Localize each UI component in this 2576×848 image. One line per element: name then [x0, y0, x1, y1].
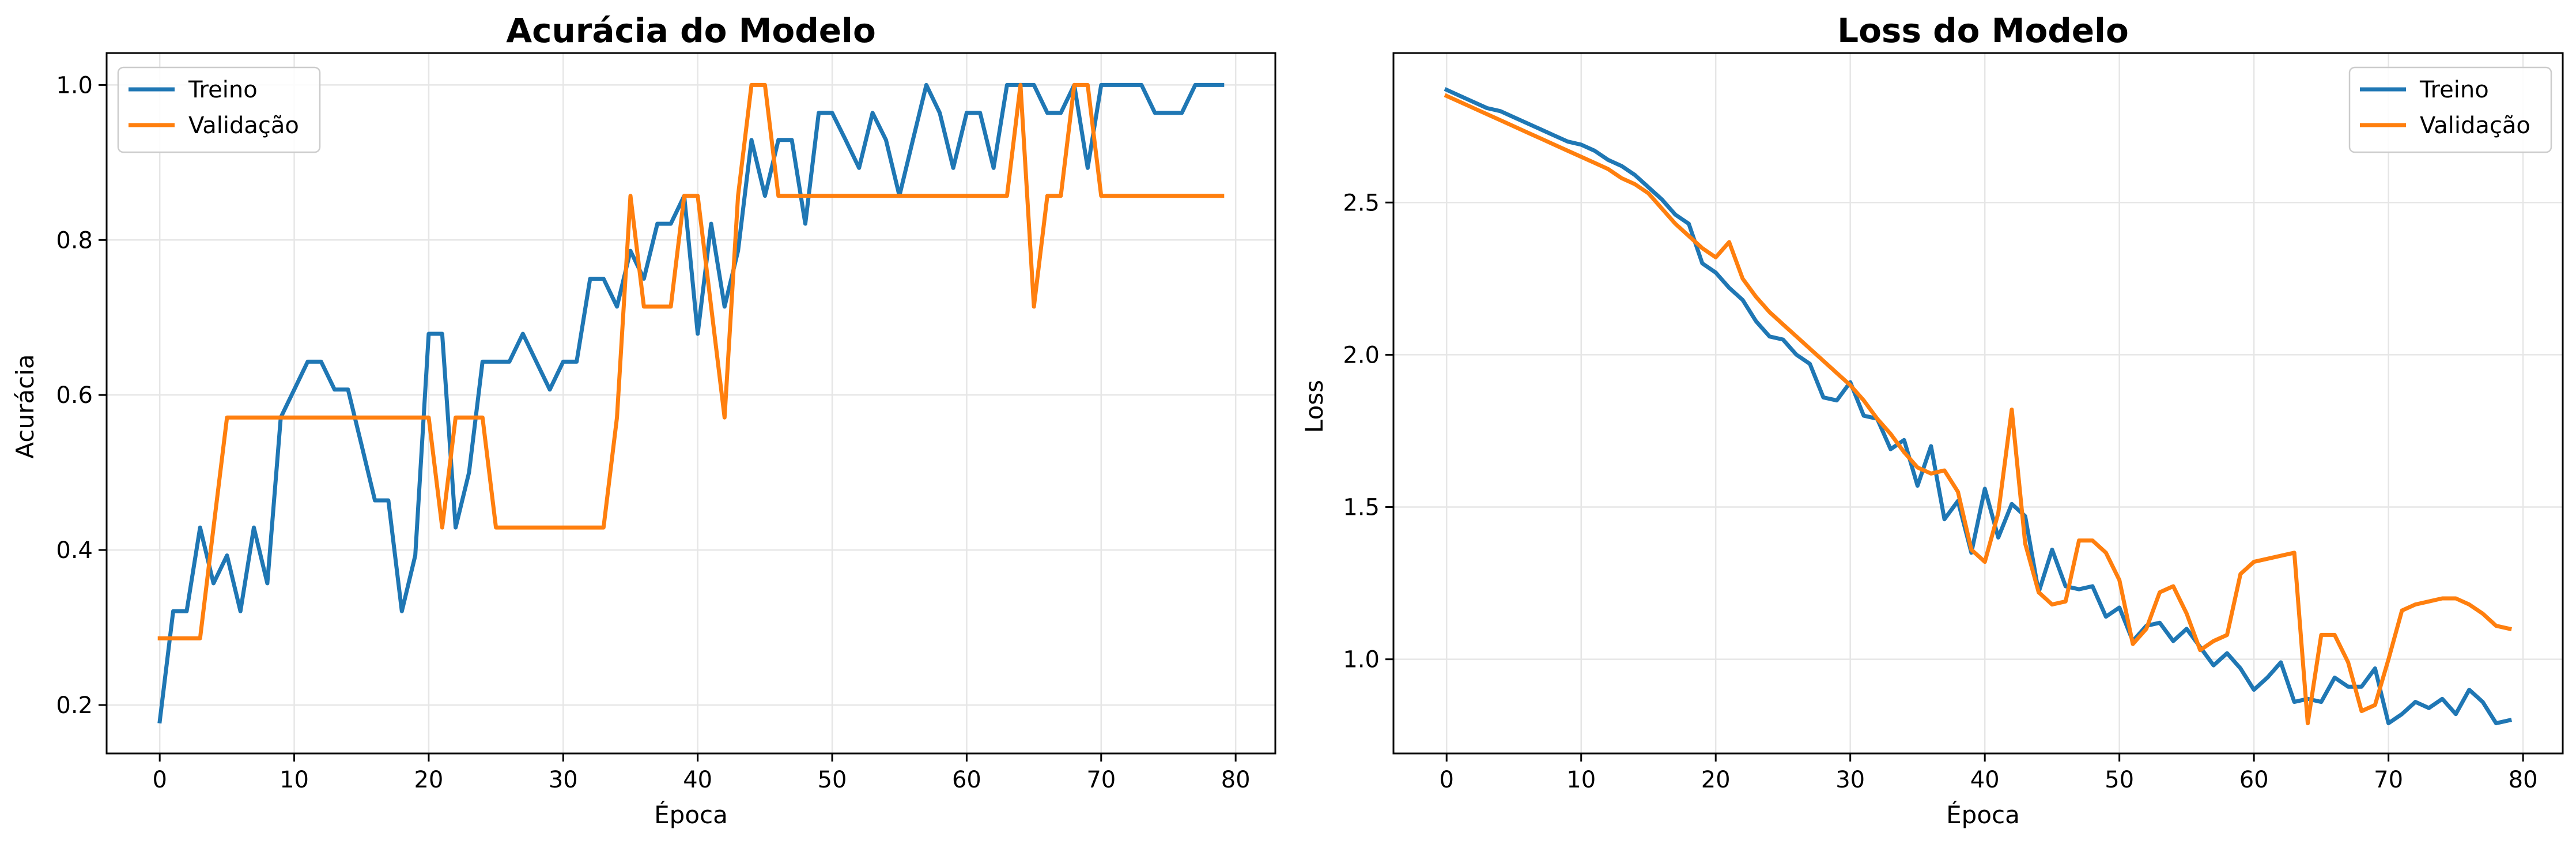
accuracy-x-tick-label: 60: [952, 767, 981, 793]
loss-x-axis-label: Época: [1946, 800, 2020, 829]
accuracy-series-line-validacao: [157, 82, 1225, 640]
accuracy-x-tick-label: 0: [152, 767, 167, 793]
loss-ticks: 0 10 20 30 40 50 60 70 80 1.0 1.5 2.0 2.5: [1343, 190, 2537, 793]
loss-x-tick-label: 50: [2105, 767, 2134, 793]
accuracy-x-tick-label: 50: [818, 767, 847, 793]
accuracy-x-tick-label: 70: [1086, 767, 1116, 793]
loss-y-tick-label: 1.0: [1343, 647, 1380, 673]
loss-y-tick-label: 2.0: [1343, 342, 1380, 368]
loss-x-tick-label: 10: [1566, 767, 1596, 793]
loss-plot-frame: [1392, 52, 2564, 755]
loss-y-tick-label: 2.5: [1343, 190, 1380, 216]
accuracy-chart-title: Acurácia do Modelo: [506, 11, 876, 50]
loss-x-tick-label: 20: [1701, 767, 1731, 793]
loss-x-tick-label: 30: [1835, 767, 1865, 793]
accuracy-ticks: 0 10 20 30 40 50 60 70 80 0.2 0.4 0.6 0.8 1.0: [56, 72, 1250, 793]
accuracy-series: [157, 82, 1225, 724]
accuracy-plot-frame: [105, 52, 1276, 755]
accuracy-grid: [107, 53, 1275, 753]
accuracy-legend-label: Validação: [188, 112, 299, 139]
loss-x-tick-label: 0: [1440, 767, 1454, 793]
loss-grid: [1393, 53, 2563, 753]
loss-series-line-treino: [1444, 87, 2512, 726]
accuracy-y-tick-label: 0.8: [56, 227, 93, 254]
loss-x-tick-label: 40: [1970, 767, 2000, 793]
loss-series: [1444, 87, 2512, 726]
loss-chart: Loss do Modelo 0 10 20 30 40 50 60 70 80 1.0 1.5 2.…: [1300, 11, 2564, 829]
loss-legend-label: Treino: [2419, 77, 2489, 103]
accuracy-x-tick-label: 10: [279, 767, 309, 793]
loss-chart-title: Loss do Modelo: [1837, 11, 2129, 50]
accuracy-y-tick-label: 0.2: [56, 692, 93, 719]
accuracy-y-axis-label: Acurácia: [11, 354, 39, 458]
loss-x-tick-label: 80: [2509, 767, 2538, 793]
accuracy-legend-label: Treino: [188, 77, 258, 103]
accuracy-x-axis-label: Época: [654, 800, 728, 829]
loss-series-line-validacao: [1444, 93, 2512, 726]
loss-legend: Treino Validação: [2348, 66, 2552, 153]
loss-x-tick-label: 70: [2374, 767, 2403, 793]
accuracy-y-tick-label: 0.6: [56, 382, 93, 409]
accuracy-chart: Acurácia do Modelo 0 10 20 30 40 50 60 70 800.20…: [11, 11, 1276, 829]
accuracy-series-line-treino: [157, 82, 1225, 724]
accuracy-legend: Treino Validação: [117, 66, 321, 153]
accuracy-x-tick-label: 80: [1221, 767, 1251, 793]
loss-y-axis-label: Loss: [1300, 380, 1328, 433]
loss-y-tick-label: 1.5: [1343, 495, 1380, 521]
loss-legend-label: Validação: [2420, 112, 2530, 139]
accuracy-x-tick-label: 40: [683, 767, 712, 793]
accuracy-y-tick-label: 0.4: [56, 537, 93, 564]
accuracy-y-tick-label: 1.0: [56, 72, 93, 99]
accuracy-x-tick-label: 30: [549, 767, 578, 793]
accuracy-x-tick-label: 20: [414, 767, 443, 793]
loss-x-tick-label: 60: [2239, 767, 2269, 793]
